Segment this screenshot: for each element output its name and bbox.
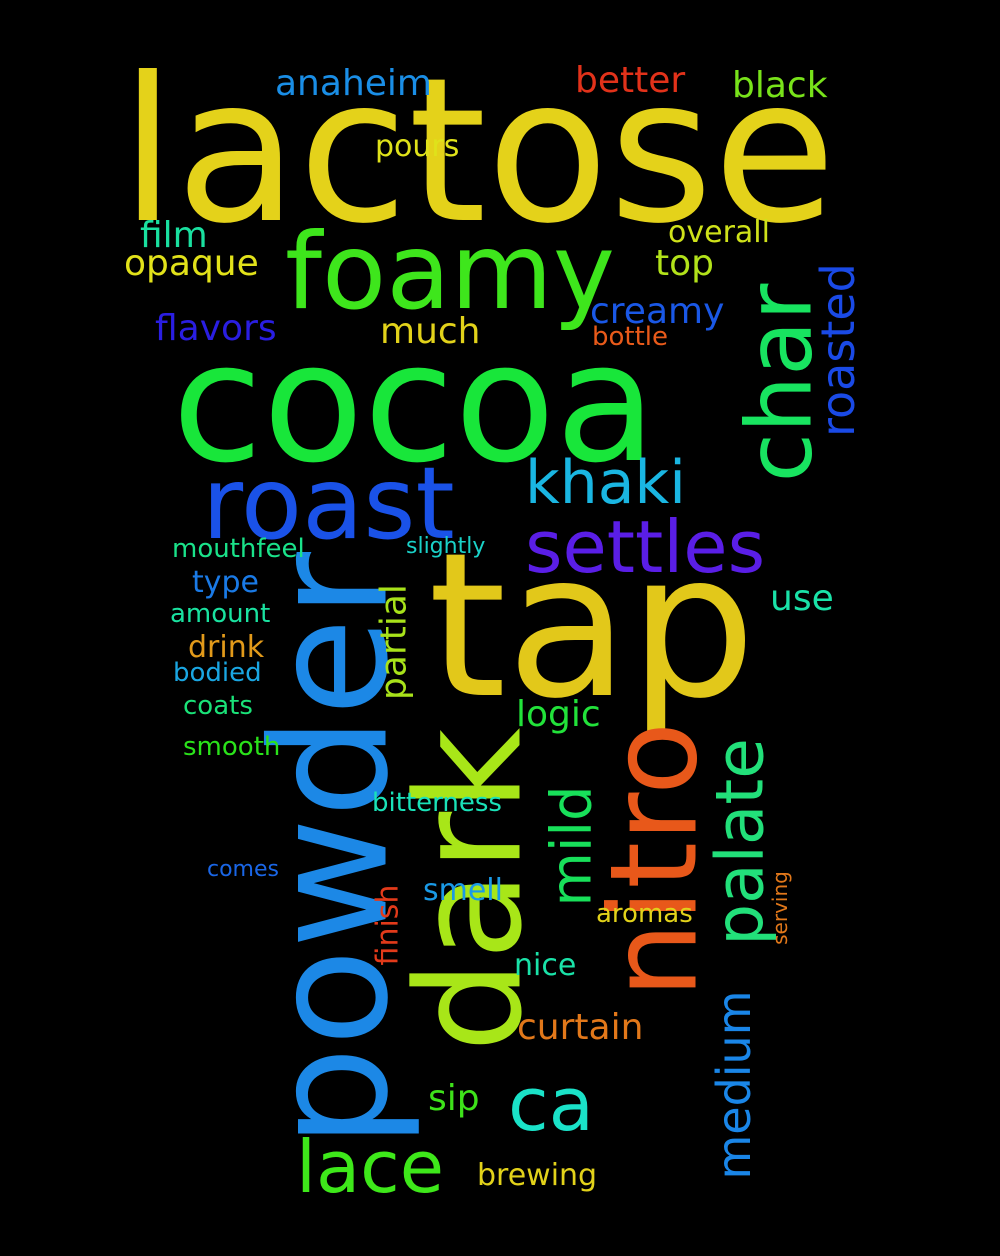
word-medium: medium	[707, 990, 761, 1179]
word-pours: pours	[375, 129, 459, 164]
word-comes: comes	[207, 857, 279, 882]
word-aromas: aromas	[596, 899, 693, 929]
word-partial: partial	[374, 584, 415, 700]
word-use: use	[770, 578, 834, 619]
word-creamy: creamy	[590, 291, 724, 332]
word-slightly: slightly	[406, 534, 485, 559]
word-powder: powder	[237, 552, 424, 1148]
word-roasted: roasted	[811, 263, 865, 437]
word-coats: coats	[183, 691, 253, 721]
word-film: film	[140, 215, 208, 256]
word-dark: dark	[386, 728, 555, 1053]
word-finish: finish	[371, 885, 406, 966]
word-bodied: bodied	[173, 658, 262, 688]
word-bitterness: bitterness	[372, 788, 502, 818]
word-opaque: opaque	[124, 243, 259, 284]
word-palate: palate	[702, 738, 779, 946]
word-top: top	[655, 243, 714, 284]
word-roast: roast	[202, 445, 455, 562]
word-settles: settles	[525, 505, 765, 589]
word-lace: lace	[296, 1125, 444, 1209]
word-tap: tap	[428, 510, 756, 743]
word-foamy: foamy	[285, 211, 615, 333]
word-type: type	[192, 565, 259, 600]
word-logic: logic	[516, 694, 601, 735]
word-nice: nice	[514, 948, 576, 983]
word-curtain: curtain	[517, 1007, 643, 1048]
word-smooth: smooth	[183, 732, 280, 762]
word-nitro: nitro	[586, 722, 725, 999]
word-anaheim: anaheim	[275, 63, 432, 104]
word-drink: drink	[188, 630, 265, 665]
word-black: black	[732, 65, 828, 106]
word-lactose: lactose	[120, 35, 836, 268]
word-cocoa: cocoa	[172, 307, 656, 499]
word-smell: smell	[423, 873, 503, 908]
word-much: much	[380, 311, 481, 352]
word-amount: amount	[170, 599, 270, 629]
word-mouthfeel: mouthfeel	[172, 534, 305, 564]
word-overall: overall	[668, 215, 770, 250]
word-flavors: flavors	[155, 308, 277, 349]
word-ca: ca	[508, 1062, 594, 1148]
word-serving: serving	[768, 871, 792, 945]
word-mild: mild	[540, 785, 605, 906]
word-sip: sip	[428, 1078, 480, 1119]
word-brewing: brewing	[477, 1158, 597, 1193]
word-khaki: khaki	[525, 448, 686, 518]
word-bottle: bottle	[592, 322, 668, 352]
word-better: better	[575, 60, 685, 101]
word-char: char	[728, 284, 833, 483]
